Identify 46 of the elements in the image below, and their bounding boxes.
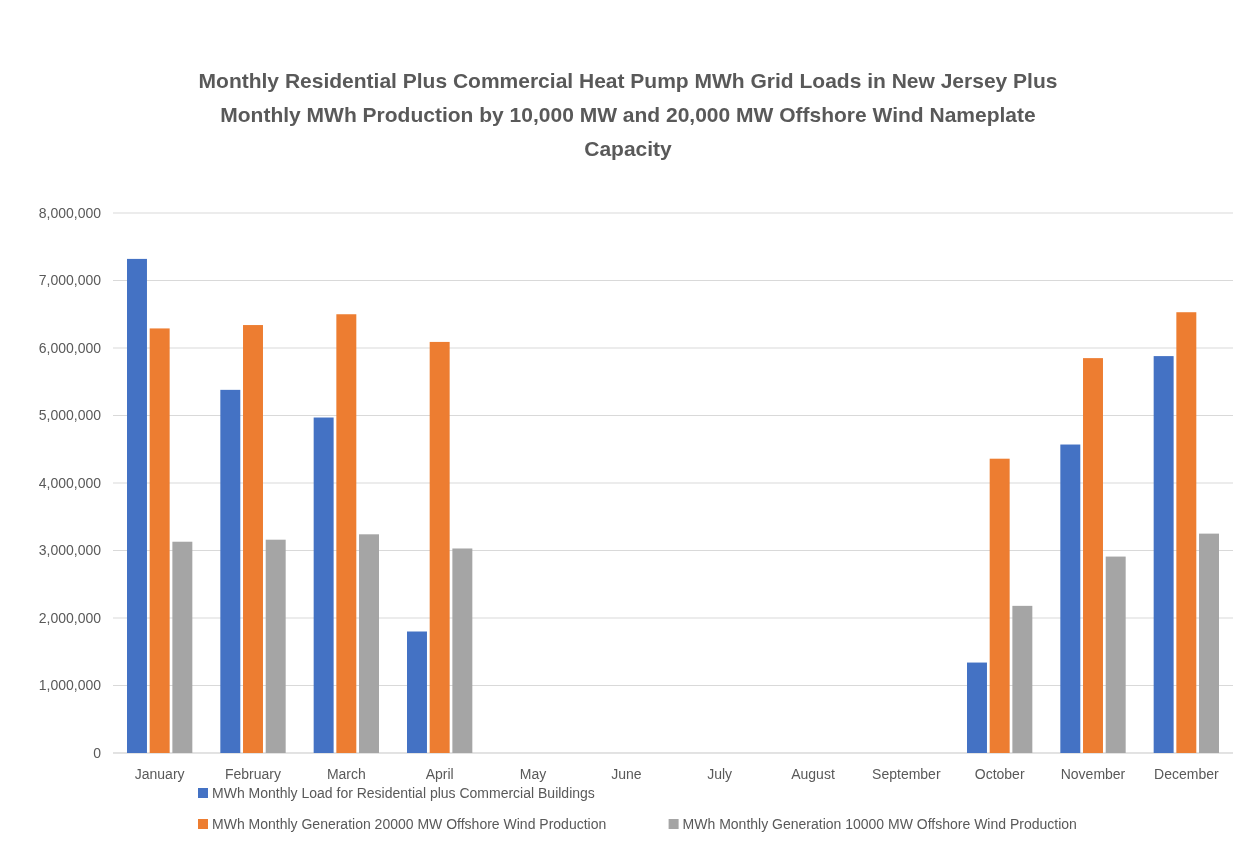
x-tick-label: August bbox=[791, 766, 835, 782]
bar bbox=[989, 458, 1010, 753]
y-tick-label: 4,000,000 bbox=[38, 474, 102, 491]
x-tick-label: May bbox=[519, 766, 547, 782]
x-tick-label: June bbox=[611, 766, 642, 782]
legend-label: MWh Monthly Generation 20000 MW Offshore Wind Production bbox=[212, 815, 607, 832]
bar bbox=[359, 534, 379, 753]
bar bbox=[967, 662, 987, 753]
bar bbox=[1153, 356, 1174, 753]
y-tick-label: 1,000,000 bbox=[38, 677, 102, 694]
y-tick-label: 0 bbox=[93, 744, 102, 761]
bar bbox=[1083, 358, 1103, 753]
y-tick-label: 2,000,000 bbox=[38, 609, 102, 626]
bar bbox=[265, 539, 286, 753]
bar bbox=[172, 541, 193, 753]
x-tick-label: February bbox=[224, 766, 282, 782]
y-tick-label: 5,000,000 bbox=[38, 407, 102, 424]
y-tick-label: 6,000,000 bbox=[38, 339, 102, 356]
bar bbox=[127, 258, 147, 753]
legend-label: MWh Monthly Generation 10000 MW Offshore Wind Production bbox=[682, 815, 1077, 832]
bar bbox=[149, 328, 170, 753]
bar bbox=[313, 417, 334, 753]
bar bbox=[429, 341, 450, 753]
x-tick-label: April bbox=[425, 766, 454, 782]
bar bbox=[1176, 312, 1197, 753]
x-tick-label: March bbox=[326, 766, 366, 782]
y-tick-label: 3,000,000 bbox=[38, 542, 102, 559]
x-tick-label: December bbox=[1154, 766, 1219, 782]
bar bbox=[407, 631, 427, 753]
x-tick-label: July bbox=[707, 766, 733, 782]
bar bbox=[220, 389, 241, 753]
bar bbox=[1105, 556, 1126, 753]
x-tick-label: September bbox=[872, 766, 941, 782]
bar bbox=[452, 548, 473, 753]
y-tick-label: 8,000,000 bbox=[38, 204, 102, 221]
bar bbox=[1199, 533, 1219, 753]
legend-label: MWh Monthly Load for Residential plus Commercial Buildings bbox=[212, 784, 595, 801]
x-tick-label: November bbox=[1060, 766, 1126, 782]
bar bbox=[1012, 605, 1033, 753]
x-tick-label: October bbox=[974, 766, 1025, 782]
chart-title: Monthly Residential Plus Commercial Heat Pump MWh Grid Loads in New Jersey Plus Monthly MWh Production by 10,000 MW and 20,000 MW Offshore Wind Nameplate Capacity bbox=[198, 69, 1058, 160]
y-tick-label: 7,000,000 bbox=[38, 272, 102, 289]
x-tick-label: January bbox=[134, 766, 185, 782]
bar bbox=[1060, 444, 1081, 753]
bar bbox=[243, 325, 263, 753]
bar bbox=[336, 314, 357, 753]
